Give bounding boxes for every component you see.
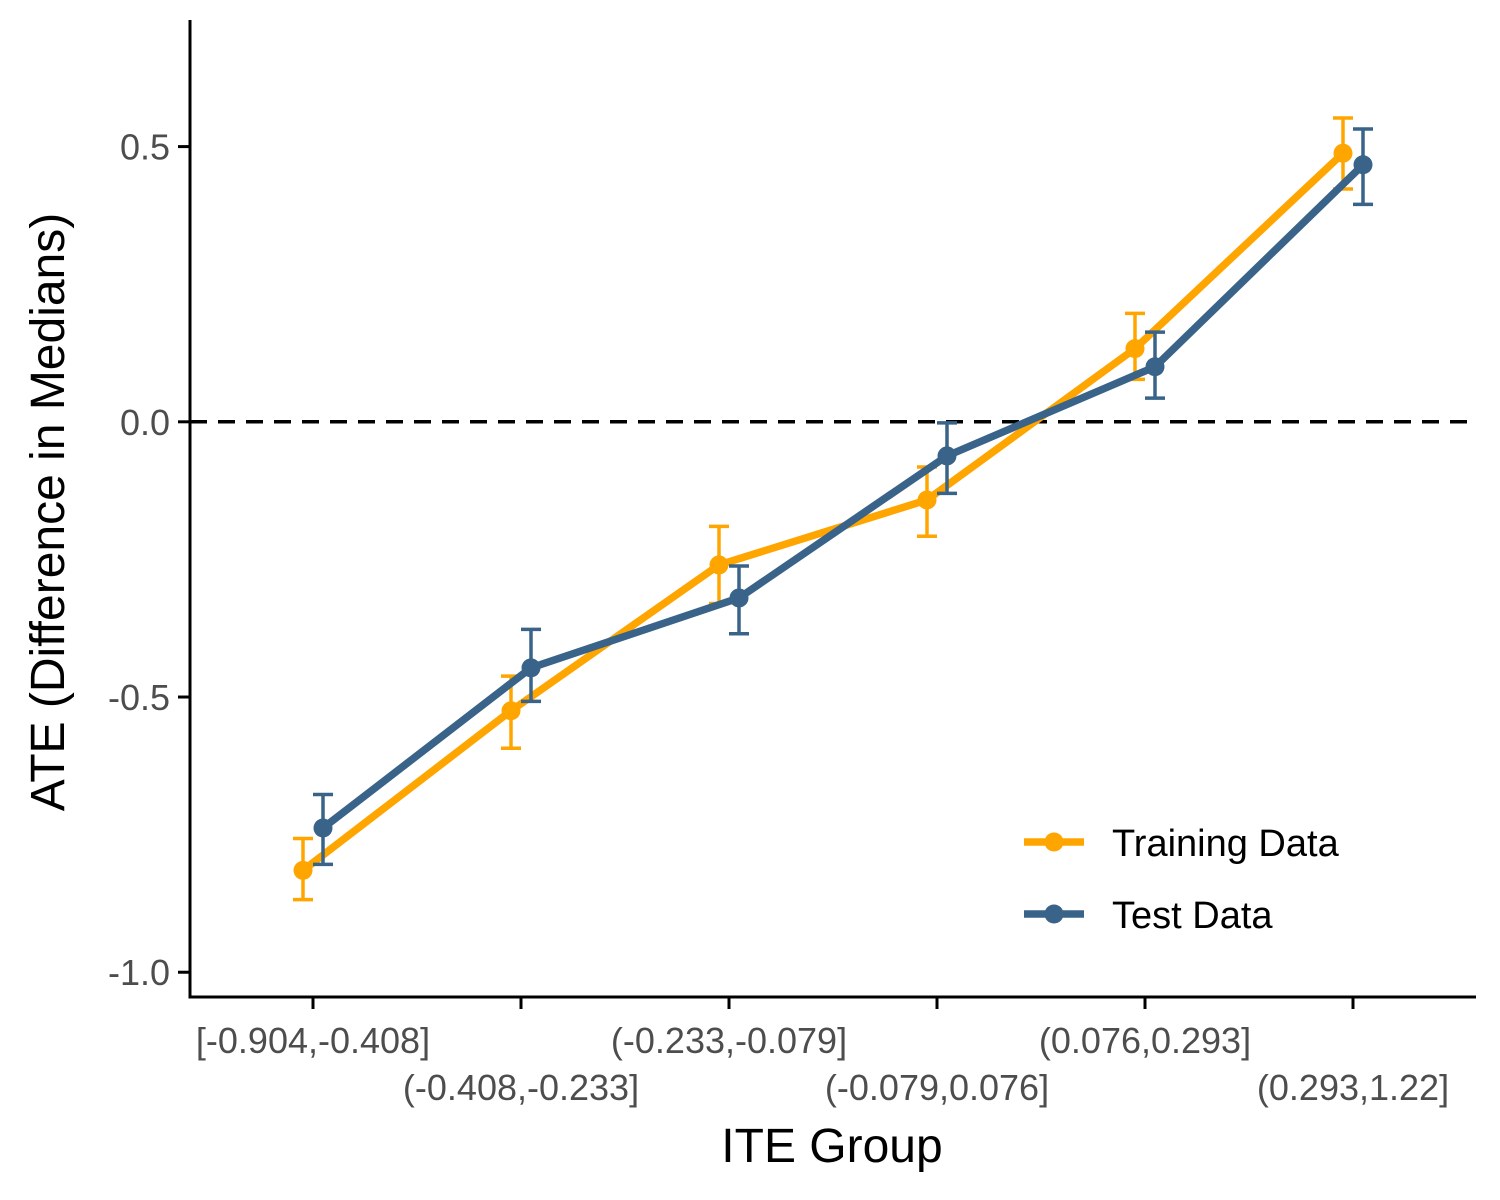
series-line: [300, 150, 1346, 874]
x-tick-label: (-0.079,0.076]: [825, 1067, 1049, 1108]
data-point: [521, 658, 541, 678]
data-point: [1333, 143, 1353, 163]
x-tick-label: (0.293,1.22]: [1257, 1067, 1449, 1108]
x-axis-title: ITE Group: [721, 1120, 942, 1173]
y-tick-label: 0.0: [120, 402, 170, 443]
x-tick-label: (-0.233,-0.079]: [611, 1020, 847, 1061]
legend-key-point: [1044, 832, 1064, 852]
data-point: [293, 860, 313, 880]
legend: Training Data Test Data: [1024, 823, 1340, 937]
x-tick-label: (0.076,0.293]: [1039, 1020, 1251, 1061]
legend-entry: Test Data: [1024, 895, 1273, 937]
data-point: [709, 555, 729, 575]
series-training: [293, 116, 1353, 902]
axes-layer: -1.0 -0.5 0.0 0.5 [-0.904,-0.408] (-0.408,-0.…: [108, 20, 1476, 1108]
data-point: [937, 446, 957, 466]
data-point: [1125, 339, 1145, 359]
y-tick-label: -0.5: [108, 677, 170, 718]
x-tick-label: [-0.904,-0.408]: [196, 1020, 430, 1061]
series-test: [313, 127, 1373, 867]
data-point: [501, 701, 521, 721]
y-tick-label: 0.5: [120, 127, 170, 168]
data-point: [1353, 155, 1373, 175]
series-line: [320, 162, 1366, 831]
data-point: [1145, 357, 1165, 377]
legend-label: Test Data: [1112, 895, 1273, 937]
series-layer: [293, 116, 1373, 902]
legend-label: Training Data: [1112, 823, 1340, 865]
legend-entry: Training Data: [1024, 823, 1340, 865]
x-tick-label: (-0.408,-0.233]: [403, 1067, 639, 1108]
data-point: [729, 588, 749, 608]
data-point: [917, 490, 937, 510]
legend-key-point: [1044, 904, 1064, 924]
data-point: [313, 818, 333, 838]
y-tick-label: -1.0: [108, 952, 170, 993]
y-axis-title: ATE (Difference in Medians): [22, 213, 75, 811]
